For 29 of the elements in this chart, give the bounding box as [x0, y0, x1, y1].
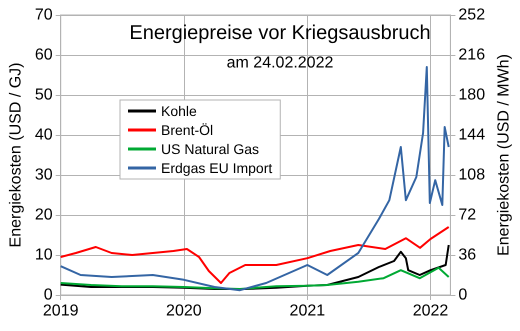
x-tick-label: 2021 — [290, 302, 326, 320]
legend-label: US Natural Gas — [161, 141, 260, 157]
y2-tick-label: 36 — [458, 246, 476, 264]
legend-label: Kohle — [161, 103, 198, 119]
y2-tick-label: 72 — [458, 206, 476, 224]
x-tick-label: 2022 — [412, 302, 448, 320]
x-tick-label: 2020 — [166, 302, 202, 320]
line-series — [60, 266, 450, 290]
text: am 24.02.2022 — [226, 54, 334, 72]
legend-label: Erdgas EU Import — [161, 160, 272, 176]
y-tick-label: 30 — [34, 166, 53, 184]
y-tick-label: 40 — [34, 126, 53, 144]
y2-tick-label: 144 — [458, 126, 486, 144]
y-tick-label: 20 — [34, 206, 53, 224]
y2-tick-label: 252 — [458, 6, 486, 24]
y-tick-label: 10 — [34, 246, 53, 264]
y-tick-label: 60 — [34, 46, 53, 64]
y2-axis-title: Energiekosten (USD / MWh) — [496, 54, 512, 256]
y-tick-label: 0 — [44, 286, 53, 304]
y2-tick-label: 0 — [458, 286, 468, 304]
y-tick-label: 50 — [34, 86, 53, 104]
y2-tick-label: 180 — [458, 86, 486, 104]
y-tick-label: 70 — [34, 6, 53, 24]
y-axis-title: Energiekosten (USD / GJ) — [8, 62, 24, 248]
y2-tick-label: 216 — [458, 46, 486, 64]
x-tick-label: 2019 — [42, 302, 79, 320]
chart-title: Energiepreise vor Kriegsausbruch — [129, 22, 431, 44]
legend-label: Brent-Öl — [161, 122, 214, 138]
y2-tick-label: 108 — [458, 166, 486, 184]
